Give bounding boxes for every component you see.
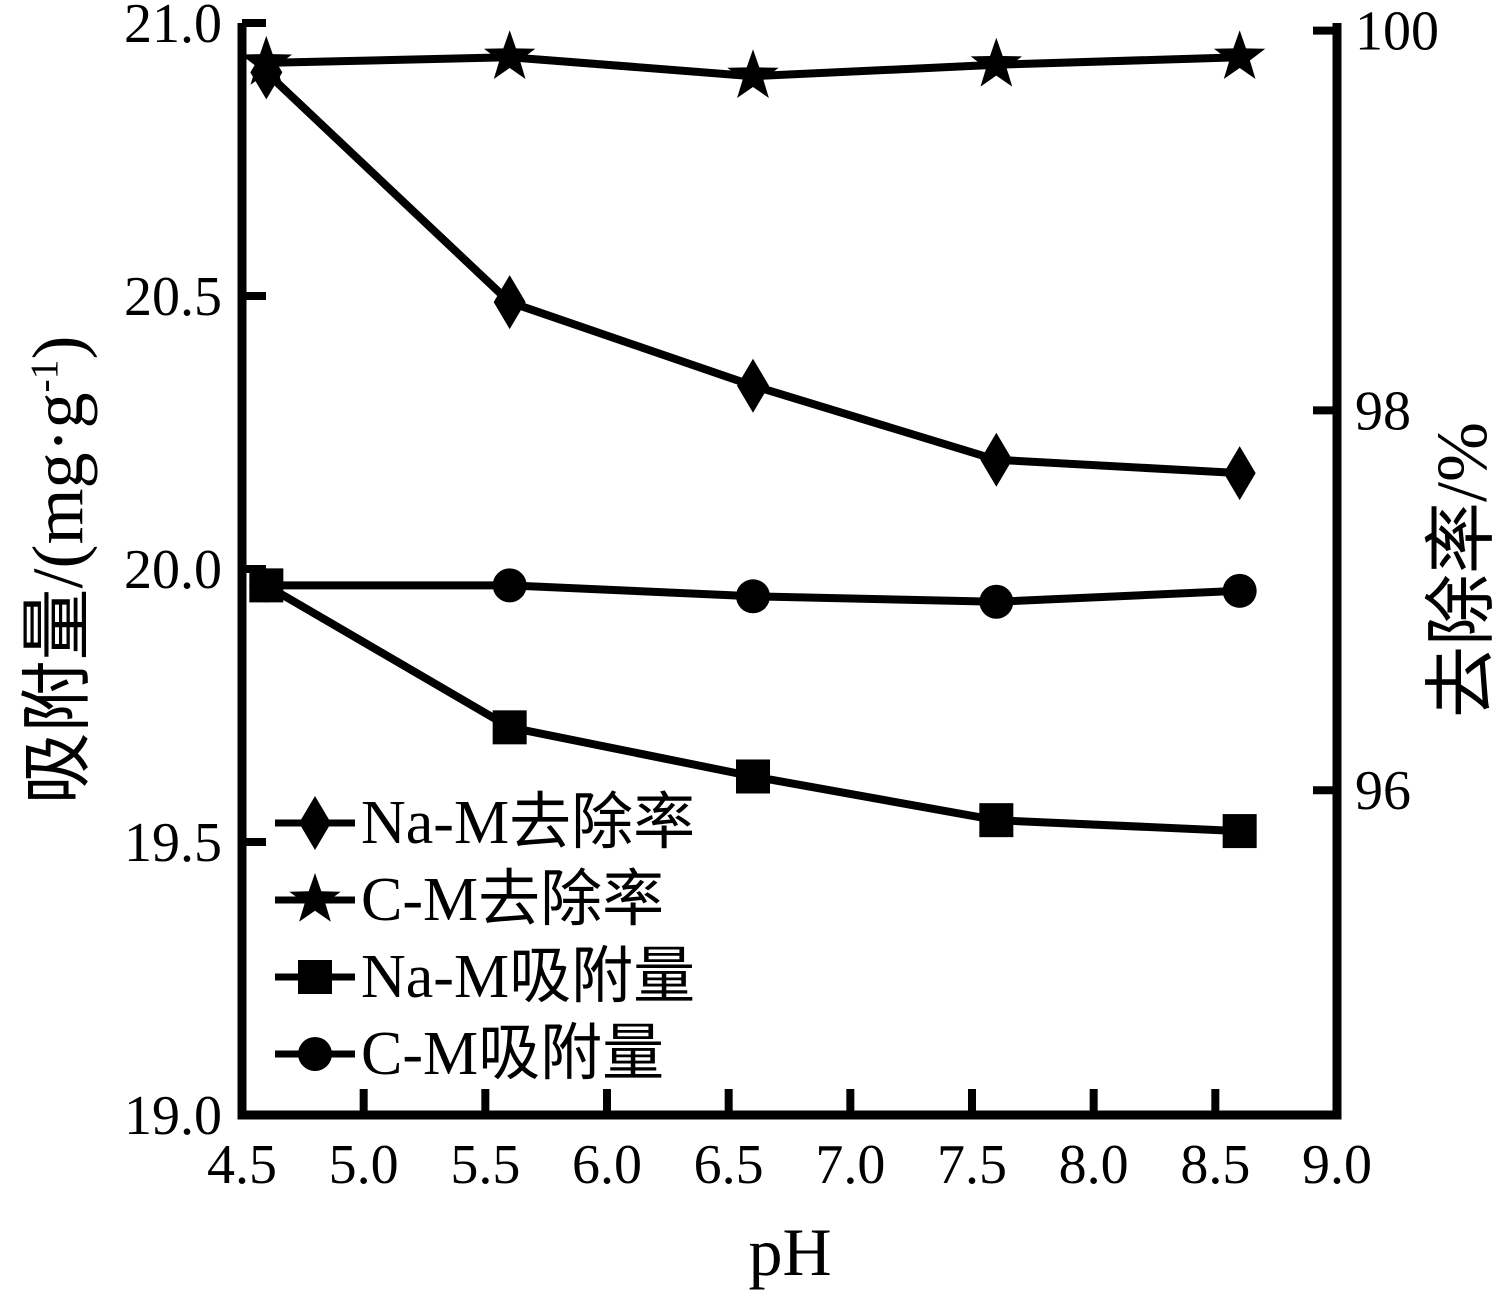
- right-y-tick-label: 96: [1355, 760, 1411, 822]
- series-1-marker: [970, 37, 1022, 87]
- series-3-marker: [736, 579, 770, 614]
- series-1-marker: [1214, 30, 1266, 79]
- legend-item-na-m-adsorption: Na-M吸附量: [273, 938, 695, 1015]
- x-tick-label: 8.5: [1180, 1134, 1250, 1196]
- legend-item-c-m-adsorption: C-M吸附量: [273, 1015, 695, 1092]
- diamond-marker-icon: [273, 795, 357, 851]
- series-2-marker: [1222, 814, 1257, 849]
- star-marker-icon: [273, 872, 357, 928]
- left-axis-title: 吸附量/(mg·g-1): [18, 336, 98, 805]
- legend-marker-glyph: [299, 795, 331, 850]
- x-tick-label: 5.0: [329, 1134, 399, 1196]
- series-3-marker: [979, 584, 1014, 619]
- legend-item-c-m-removal: C-M去除率: [273, 861, 695, 938]
- legend-label-c-m-adsorption: C-M吸附量: [361, 1019, 665, 1088]
- circle-marker-icon: [273, 1026, 357, 1082]
- series-2-marker: [979, 803, 1014, 838]
- x-tick-label: 5.5: [450, 1134, 520, 1196]
- series-3-marker: [492, 568, 527, 603]
- legend-label-c-m-removal: C-M去除率: [361, 865, 665, 934]
- x-tick-label: 7.5: [937, 1134, 1007, 1196]
- legend-label-na-m-removal: Na-M去除率: [361, 788, 696, 857]
- series-1-marker: [727, 49, 779, 98]
- right-axis-title: 去除率/%: [1422, 422, 1502, 718]
- series-2-marker: [492, 710, 527, 745]
- x-tick-label: 6.5: [694, 1134, 764, 1196]
- legend-label-na-m-adsorption: Na-M吸附量: [361, 942, 696, 1011]
- series-line-0: [263, 69, 1240, 478]
- x-axis-title: pH: [748, 1214, 832, 1290]
- left-axis-title-close: ): [18, 335, 98, 360]
- legend: Na-M去除率 C-M去除率 Na-M吸附量 C-M吸附量: [273, 784, 695, 1092]
- series-3-marker: [1222, 573, 1257, 608]
- left-y-tick-label: 21.0: [124, 0, 222, 55]
- left-y-tick-label: 20.5: [124, 266, 222, 328]
- legend-marker-glyph: [289, 872, 341, 922]
- legend-marker-glyph: [298, 1036, 332, 1071]
- left-axis-title-text: 吸附量/(mg·g: [18, 392, 98, 805]
- right-y-tick-label: 98: [1355, 380, 1411, 442]
- series-0-marker: [250, 45, 283, 100]
- x-tick-label: 4.5: [207, 1134, 277, 1196]
- x-tick-label: 8.0: [1059, 1134, 1129, 1196]
- legend-item-na-m-removal: Na-M去除率: [273, 784, 695, 861]
- series-2-marker: [736, 759, 770, 794]
- series-0-marker: [1223, 446, 1256, 501]
- legend-marker-glyph: [298, 959, 332, 994]
- series-2-marker: [249, 568, 284, 603]
- left-axis-title-superscript: -1: [22, 359, 66, 393]
- left-y-tick-label: 19.5: [124, 812, 222, 874]
- square-marker-icon: [273, 949, 357, 1005]
- series-1-marker: [484, 30, 536, 79]
- series-0-marker: [493, 275, 526, 330]
- x-tick-label: 7.0: [815, 1134, 885, 1196]
- series-0-marker: [980, 432, 1013, 487]
- left-y-tick-label: 20.0: [124, 539, 222, 601]
- x-tick-label: 6.0: [572, 1134, 642, 1196]
- right-y-tick-label: 100: [1355, 1, 1439, 63]
- x-tick-label: 9.0: [1302, 1134, 1372, 1196]
- left-y-tick-label: 19.0: [124, 1085, 222, 1147]
- series-0-marker: [737, 358, 769, 413]
